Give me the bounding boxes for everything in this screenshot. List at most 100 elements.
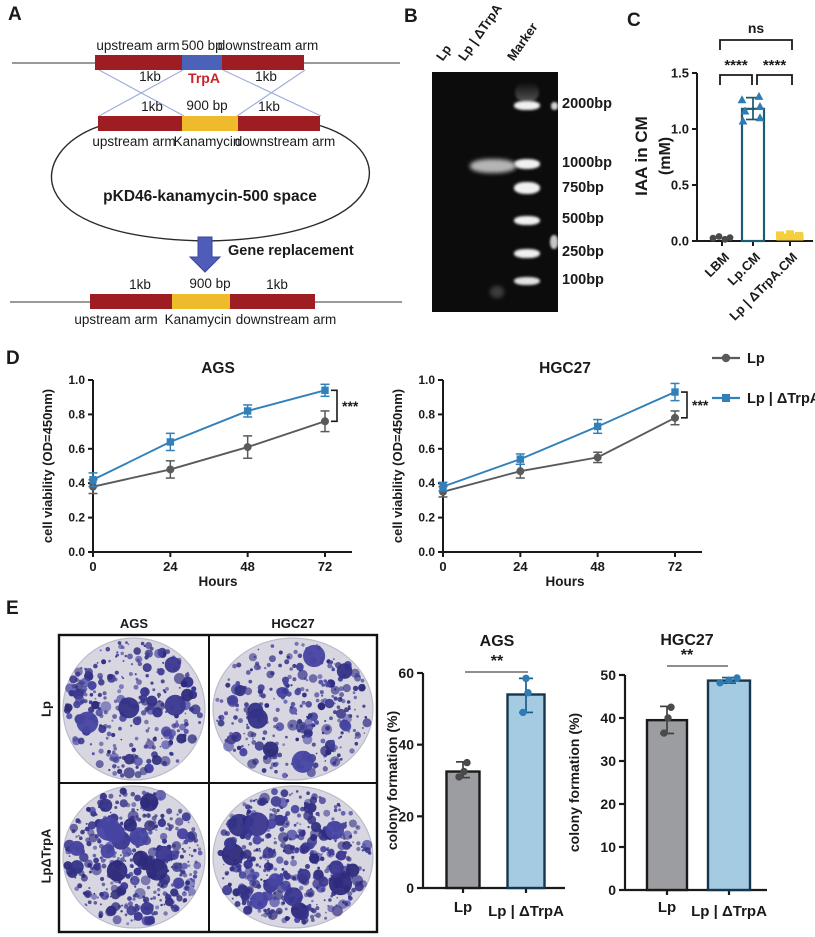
svg-text:0: 0 xyxy=(608,882,616,898)
marker-size-1000bp: 1000bp xyxy=(562,155,612,171)
svg-text:0: 0 xyxy=(89,559,96,574)
svg-text:0.4: 0.4 xyxy=(68,476,85,490)
gene-replacement-label: Gene replacement xyxy=(228,243,354,259)
svg-text:Lp: Lp xyxy=(454,899,472,916)
bottom-right-kb: 1kb xyxy=(266,277,288,292)
bottom-downstream-label: downstream arm xyxy=(235,312,337,327)
top-right-kb: 1kb xyxy=(255,69,277,84)
mid-upstream-label: upstream arm xyxy=(92,134,176,149)
panel-c-letter: C xyxy=(627,10,641,31)
svg-text:****: **** xyxy=(763,57,787,74)
bottom-kanamycin-label: Kanamycin xyxy=(164,312,232,327)
svg-text:30: 30 xyxy=(600,753,616,769)
gel-lane-label-marker: Marker xyxy=(503,19,541,64)
well-col-label-ags: AGS xyxy=(119,616,149,631)
gel-lane-label-lp: Lp xyxy=(432,41,455,64)
gel-edge-mark-2 xyxy=(550,235,558,249)
plasmid-name: pKD46-kanamycin-500 space xyxy=(103,188,317,205)
top-upstream-label: upstream arm xyxy=(96,38,180,53)
viability-line-charts: 0.0 0.2 0.4 0.6 0.8 1.0 0 24 48 72 AGS Hours cell vi… xyxy=(40,351,815,589)
svg-text:0.8: 0.8 xyxy=(418,407,435,421)
svg-text:0: 0 xyxy=(406,880,414,896)
top-left-kb: 1kb xyxy=(139,69,161,84)
svg-text:**: ** xyxy=(681,647,694,664)
svg-text:40: 40 xyxy=(398,737,414,753)
marker-band-750 xyxy=(514,182,540,194)
svg-text:***: *** xyxy=(692,397,709,413)
svg-text:Lp | ΔTrpA: Lp | ΔTrpA xyxy=(747,391,815,407)
svg-text:48: 48 xyxy=(590,559,604,574)
svg-text:HGC27: HGC27 xyxy=(539,360,591,377)
svg-text:72: 72 xyxy=(318,559,332,574)
mid-left-kb: 1kb xyxy=(141,99,163,114)
mid-size-label: 900 bp xyxy=(186,98,228,113)
replaced-locus-bar xyxy=(90,294,315,309)
svg-text:48: 48 xyxy=(240,559,254,574)
panel-a-letter: A xyxy=(8,4,22,25)
svg-text:****: **** xyxy=(724,57,748,74)
svg-text:10: 10 xyxy=(600,839,616,855)
svg-text:0.8: 0.8 xyxy=(68,407,85,421)
panel-e-letter: E xyxy=(6,598,19,619)
svg-text:Lp | ΔTrpA.CM: Lp | ΔTrpA.CM xyxy=(726,250,800,324)
bottom-size-label: 900 bp xyxy=(189,276,231,291)
svg-text:**: ** xyxy=(491,653,504,670)
marker-size-500bp: 500bp xyxy=(562,211,604,227)
marker-band-1000 xyxy=(514,159,540,169)
svg-text:0: 0 xyxy=(439,559,446,574)
svg-text:1.5: 1.5 xyxy=(671,66,689,81)
marker-size-100bp: 100bp xyxy=(562,272,604,288)
svg-text:AGS: AGS xyxy=(480,633,515,650)
svg-text:20: 20 xyxy=(398,808,414,824)
svg-text:colony formation (%): colony formation (%) xyxy=(566,713,582,852)
gel-lane-label-lp-dtrpa: Lp | ΔTrpA xyxy=(454,1,505,64)
target-locus-bar xyxy=(95,55,304,70)
colony-bar-charts: 0 20 40 60 ** AGS colony formation (%) Lp Lp | Δ… xyxy=(384,632,767,920)
svg-text:colony formation (%): colony formation (%) xyxy=(384,711,400,850)
mid-downstream-label: downstream arm xyxy=(234,134,336,149)
svg-text:0.0: 0.0 xyxy=(68,545,85,559)
svg-text:Hours: Hours xyxy=(198,574,237,589)
svg-text:0.5: 0.5 xyxy=(671,178,689,193)
gel-image xyxy=(432,72,558,312)
svg-text:0.6: 0.6 xyxy=(68,442,85,456)
svg-text:Lp: Lp xyxy=(658,899,676,916)
svg-text:72: 72 xyxy=(668,559,682,574)
gene-replacement-arrow-icon xyxy=(188,236,222,273)
gel-faint-spot xyxy=(490,286,504,298)
marker-size-250bp: 250bp xyxy=(562,244,604,260)
trpa-gene-label: TrpA xyxy=(188,70,220,86)
svg-text:60: 60 xyxy=(398,665,414,681)
sample-band-900bp xyxy=(470,159,516,173)
svg-text:cell viability (OD=450nm): cell viability (OD=450nm) xyxy=(390,389,405,543)
bottom-upstream-label: upstream arm xyxy=(74,312,158,327)
svg-text:cell viability (OD=450nm): cell viability (OD=450nm) xyxy=(40,389,55,543)
marker-band-500 xyxy=(514,216,540,225)
marker-size-2000bp: 2000bp xyxy=(562,96,612,112)
gel-edge-mark-1 xyxy=(551,102,558,110)
svg-text:24: 24 xyxy=(513,559,528,574)
svg-text:ns: ns xyxy=(748,20,765,36)
marker-band-250 xyxy=(514,249,540,258)
svg-text:Lp | ΔTrpA: Lp | ΔTrpA xyxy=(691,903,767,920)
svg-text:IAA in CM: IAA in CM xyxy=(632,116,651,196)
svg-text:1.0: 1.0 xyxy=(68,373,85,387)
marker-size-750bp: 750bp xyxy=(562,180,604,196)
svg-text:50: 50 xyxy=(600,667,616,683)
svg-text:0.4: 0.4 xyxy=(418,476,435,490)
well-col-label-hgc27: HGC27 xyxy=(271,616,315,631)
svg-text:Lp | ΔTrpA: Lp | ΔTrpA xyxy=(488,903,564,920)
svg-text:24: 24 xyxy=(163,559,178,574)
svg-text:HGC27: HGC27 xyxy=(660,632,713,649)
svg-text:0.6: 0.6 xyxy=(418,442,435,456)
svg-text:1.0: 1.0 xyxy=(671,122,689,137)
top-size-label: 500 bp xyxy=(181,38,223,53)
svg-text:20: 20 xyxy=(600,796,616,812)
marker-band-100 xyxy=(514,277,540,285)
gel-smear xyxy=(515,82,539,102)
svg-text:0.2: 0.2 xyxy=(68,511,85,525)
cassette-bar xyxy=(98,116,320,131)
svg-text:Hours: Hours xyxy=(545,574,584,589)
